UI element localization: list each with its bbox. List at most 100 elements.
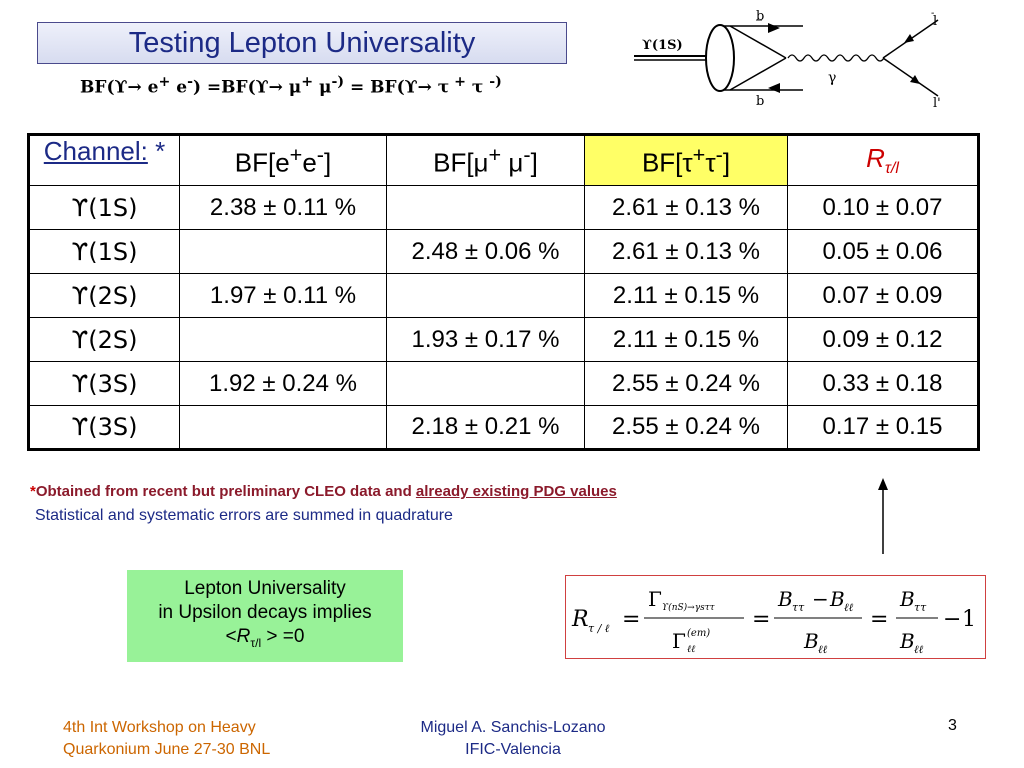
- conclusion-line3: <Rτ/l > =0: [127, 625, 403, 655]
- photon-line: [787, 54, 885, 62]
- table-row: ϒ(1S) 2.48 ± 0.06 % 2.61 ± 0.13 % 0.05 ±…: [28, 229, 979, 274]
- conclusion-prefix: <: [225, 626, 237, 647]
- header-sub: τ/l: [884, 160, 899, 178]
- bf-sup: +: [301, 74, 314, 90]
- lepton-top-bar: -: [931, 8, 934, 19]
- mumu-cell: 2.48 ± 0.06 %: [386, 229, 585, 274]
- bf-text: e: [170, 77, 188, 98]
- lepton-bottom-line: [882, 57, 939, 97]
- tautau-cell: 2.61 ± 0.13 %: [584, 229, 788, 274]
- formula-gamma-sub: ℓℓ: [687, 644, 695, 655]
- arrow-icon: [904, 34, 914, 43]
- formula-eq: =: [622, 607, 640, 632]
- formula-b-sub: ττ: [792, 601, 805, 614]
- up-arrow-icon: [878, 478, 888, 554]
- mumu-cell: [386, 185, 585, 230]
- formula-gamma-sup: (em): [687, 628, 710, 639]
- conclusion-r-sub: τ/l: [250, 635, 262, 650]
- channel-header: Channel: *: [28, 134, 180, 186]
- arrow-icon: [768, 83, 780, 93]
- formula-minus: −: [943, 607, 961, 632]
- header-text: ]: [722, 147, 731, 178]
- table-row: ϒ(1S) 2.38 ± 0.11 % 2.61 ± 0.13 % 0.10 ±…: [28, 185, 979, 230]
- conclusion-line1: Lepton Universality: [184, 578, 346, 599]
- arrow-head: [878, 478, 888, 490]
- tautau-cell: 2.11 ± 0.15 %: [584, 273, 788, 318]
- ee-cell: [179, 405, 387, 450]
- footer-conference-line1: 4th Int Workshop on Heavy: [63, 719, 256, 736]
- formula-b-sub: ℓℓ: [818, 643, 828, 656]
- header-text: BF[e: [234, 147, 290, 178]
- tautau-cell: 2.11 ± 0.15 %: [584, 317, 788, 362]
- bf-text: BF(: [80, 77, 115, 98]
- formula-b: B: [829, 587, 845, 611]
- channel-cell: ϒ(3S): [28, 405, 180, 450]
- formula-gamma: Γ: [648, 587, 662, 611]
- footer-author-name: Miguel A. Sanchis-Lozano: [420, 719, 606, 736]
- channel-cell: ϒ(1S): [28, 185, 180, 230]
- header-text: μ: [501, 147, 524, 178]
- bf-text: ϒ→ τ: [404, 77, 450, 98]
- tautau-cell: 2.61 ± 0.13 %: [584, 185, 788, 230]
- header-text: ]: [324, 147, 332, 178]
- formula-one: 1: [962, 607, 976, 632]
- bf-text: τ: [466, 77, 490, 98]
- formula-minus: −: [812, 587, 829, 611]
- formula-b: B: [777, 587, 793, 611]
- conclusion-r: R: [236, 626, 251, 647]
- ratio-cell: 0.09 ± 0.12: [787, 317, 979, 362]
- channel-cell: ϒ(3S): [28, 361, 180, 406]
- bf-sup: -): [331, 74, 345, 90]
- formula-b-sub: ℓℓ: [914, 643, 924, 656]
- mumu-cell: [386, 273, 585, 318]
- bf-text: ϒ→ μ: [255, 77, 302, 98]
- pdg-link[interactable]: already existing PDG values: [415, 483, 617, 500]
- header-text: e: [302, 147, 317, 178]
- table-header-row: Channel: * BF[e+e-] BF[μ+ μ-] BF[τ+τ-] R…: [28, 134, 979, 186]
- bf-text: ) =BF(: [192, 77, 256, 98]
- header-sup: +: [692, 142, 706, 168]
- channel-cell: ϒ(2S): [28, 317, 180, 362]
- ee-cell: 1.97 ± 0.11 %: [179, 273, 387, 318]
- header-sup: -: [715, 142, 723, 168]
- bf-sup: -: [187, 74, 193, 90]
- ratio-formula-box: R τ / ℓ = Γ ϒ(nS)→γsττ Γ (em) ℓℓ = B ττ …: [565, 575, 986, 659]
- table-row: ϒ(2S) 1.93 ± 0.17 % 2.11 ± 0.15 % 0.09 ±…: [28, 317, 979, 362]
- slide-title-box: Testing Lepton Universality: [37, 22, 567, 64]
- header-text: τ: [705, 147, 716, 178]
- bf-text: ϒ→ e: [114, 77, 159, 98]
- quark-line: [729, 25, 787, 59]
- bf-equality-line: BF(ϒ→ e+ e-) =BF(ϒ→ μ+ μ-) = BF(ϒ→ τ + τ…: [80, 74, 502, 98]
- ee-header: BF[e+e-]: [179, 134, 387, 186]
- conclusion-line2: in Upsilon decays implies: [158, 602, 372, 623]
- formula-b: B: [803, 629, 819, 653]
- tautau-cell: 2.55 ± 0.24 %: [584, 405, 788, 450]
- channel-cell: ϒ(1S): [28, 229, 180, 274]
- tautau-header: BF[τ+τ-]: [584, 134, 788, 186]
- channel-cell: ϒ(2S): [28, 273, 180, 318]
- footnote-source: *Obtained from recent but preliminary CL…: [30, 483, 617, 500]
- ee-cell: 1.92 ± 0.24 %: [179, 361, 387, 406]
- blob: [705, 24, 735, 92]
- bf-text: μ: [313, 77, 332, 98]
- formula-lhs: R: [571, 607, 589, 632]
- header-text: BF[τ: [641, 147, 693, 178]
- ratio-cell: 0.17 ± 0.15: [787, 405, 979, 450]
- conclusion-suffix: > =0: [261, 626, 305, 647]
- channel-header-star: *: [147, 136, 166, 166]
- arrow-icon: [910, 75, 920, 84]
- ratio-header: Rτ/l: [787, 134, 979, 186]
- formula-eq: =: [870, 607, 888, 632]
- arrow-icon: [768, 23, 780, 33]
- formula-b-sub: ττ: [914, 601, 927, 614]
- slide-title: Testing Lepton Universality: [128, 26, 476, 59]
- footer-author: Miguel A. Sanchis-Lozano IFIC-Valencia: [400, 717, 626, 761]
- ee-cell: [179, 317, 387, 362]
- header-sup: -: [316, 142, 325, 168]
- header-sup: +: [488, 142, 502, 168]
- formula-gamma-sub: ϒ(nS)→γsττ: [662, 602, 716, 613]
- quark-top-label: b: [756, 9, 764, 24]
- mumu-cell: 1.93 ± 0.17 %: [386, 317, 585, 362]
- ratio-cell: 0.05 ± 0.06: [787, 229, 979, 274]
- footnote-text: Obtained from recent but preliminary CLE…: [35, 483, 416, 500]
